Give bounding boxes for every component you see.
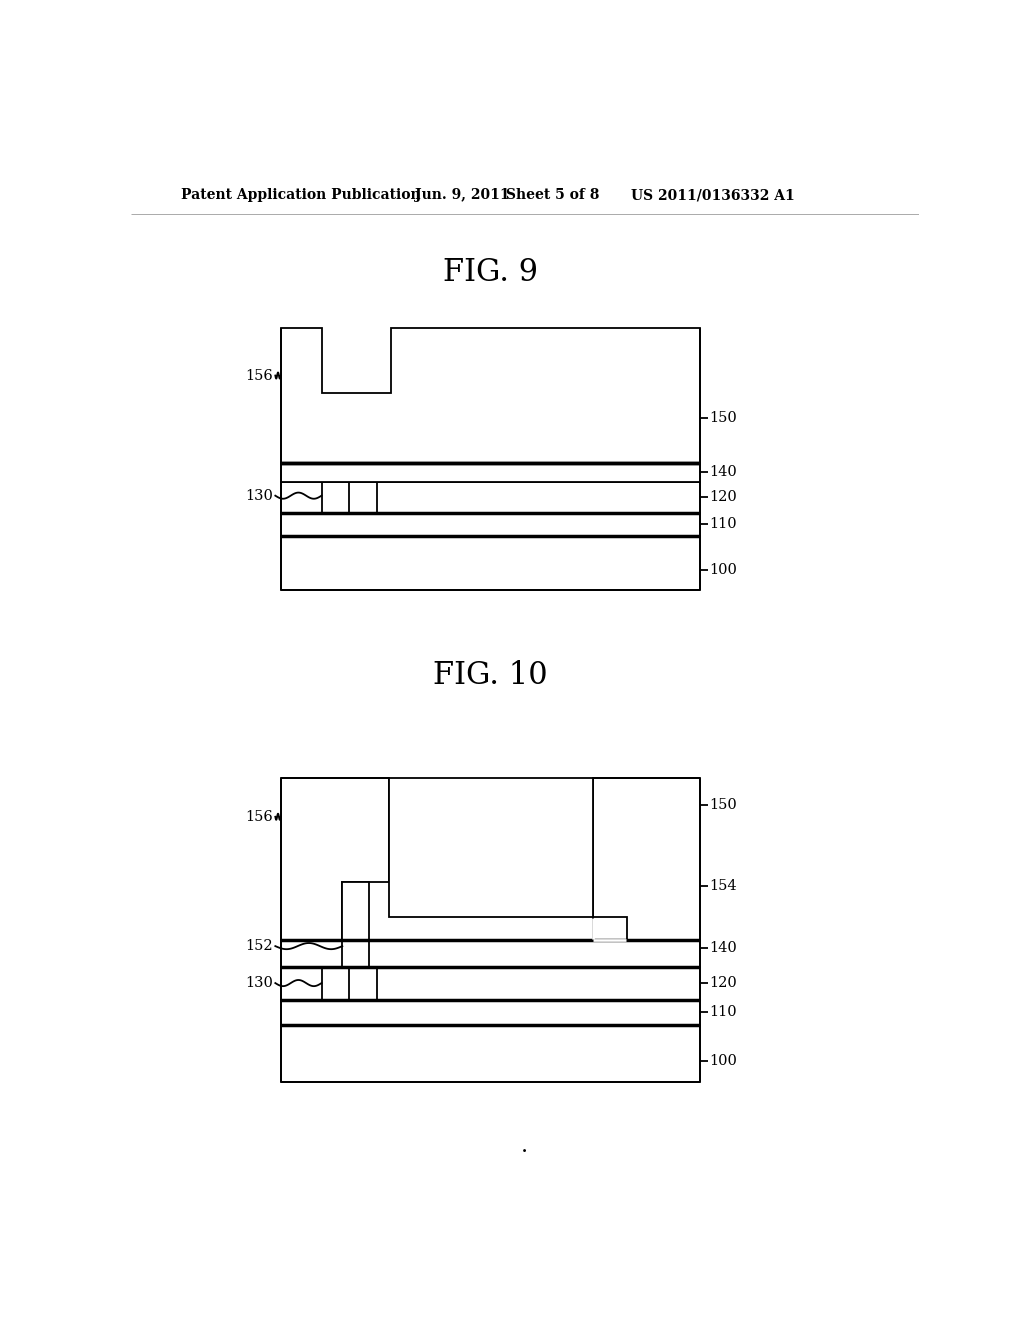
Polygon shape [281, 462, 700, 482]
Text: FIG. 9: FIG. 9 [442, 257, 538, 288]
Polygon shape [281, 1001, 700, 1024]
Text: 100: 100 [710, 1053, 737, 1068]
Text: 130: 130 [245, 975, 273, 990]
Text: 110: 110 [710, 1006, 737, 1019]
Polygon shape [281, 1024, 700, 1082]
Text: 154: 154 [710, 879, 737, 894]
Text: 140: 140 [710, 465, 737, 479]
Text: 120: 120 [710, 490, 737, 504]
Text: 140: 140 [710, 941, 737, 954]
Text: 150: 150 [710, 411, 737, 425]
Text: FIG. 10: FIG. 10 [433, 660, 548, 692]
Polygon shape [342, 882, 370, 966]
Text: Patent Application Publication: Patent Application Publication [180, 189, 420, 202]
Text: 156: 156 [246, 368, 273, 383]
Polygon shape [281, 482, 700, 512]
Text: 100: 100 [710, 564, 737, 577]
Polygon shape [281, 966, 700, 1001]
Text: Jun. 9, 2011: Jun. 9, 2011 [416, 189, 510, 202]
Polygon shape [281, 779, 388, 940]
Text: 130: 130 [245, 488, 273, 503]
Text: ·: · [521, 1140, 528, 1163]
Text: 156: 156 [246, 809, 273, 824]
Text: 152: 152 [246, 939, 273, 953]
Polygon shape [322, 482, 377, 512]
Polygon shape [593, 917, 628, 940]
Text: 150: 150 [710, 799, 737, 812]
Polygon shape [281, 327, 700, 462]
Polygon shape [593, 779, 700, 940]
Text: Sheet 5 of 8: Sheet 5 of 8 [506, 189, 600, 202]
Polygon shape [281, 512, 700, 536]
Text: US 2011/0136332 A1: US 2011/0136332 A1 [631, 189, 795, 202]
Text: 110: 110 [710, 517, 737, 531]
Polygon shape [281, 536, 700, 590]
Polygon shape [281, 940, 700, 966]
Polygon shape [322, 966, 377, 1001]
Text: 120: 120 [710, 975, 737, 990]
Polygon shape [388, 779, 593, 917]
